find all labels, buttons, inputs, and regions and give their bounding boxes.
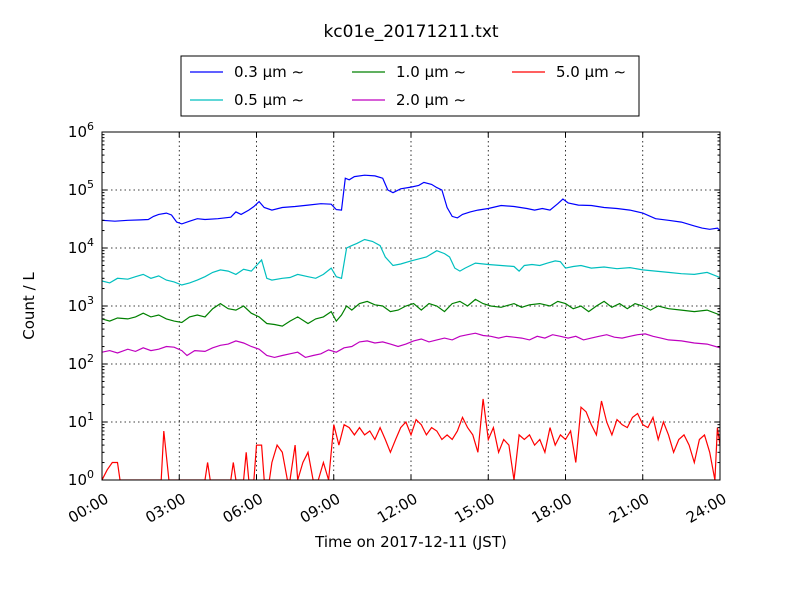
x-axis-label: Time on 2017-12-11 (JST) [314, 533, 507, 551]
x-tick-label: 12:00 [374, 490, 420, 527]
y-tick-label: 102 [68, 352, 94, 373]
y-tick-label: 100 [68, 468, 94, 489]
y-axis-label: Count / L [20, 272, 38, 340]
legend-frame [180, 55, 640, 117]
y-axis-tick-labels: 100 101 102 103 104 105 106 [68, 120, 94, 489]
x-tick-label: 24:00 [683, 490, 729, 527]
x-axis-tick-labels: 00:00 03:00 06:00 09:00 12:00 15:00 18:00 21:00… [65, 490, 729, 527]
y-tick-label: 101 [68, 410, 94, 431]
y-tick-label: 104 [68, 236, 94, 257]
legend: 0.3 μm ∼ 0.5 μm ∼ 1.0 μm ∼ 2.0 μm ∼ 5.0 μm ∼ [180, 55, 640, 117]
y-tick-label: 105 [68, 178, 94, 199]
x-tick-label: 15:00 [451, 490, 497, 527]
legend-label-2: 1.0 μm ∼ [396, 63, 466, 81]
chart-title: kc01e_20171211.txt [323, 22, 498, 42]
series-line-2 [102, 298, 720, 327]
axis-ticks [101, 131, 721, 481]
y-tick-label: 106 [68, 120, 94, 141]
y-tick-label: 103 [68, 294, 94, 315]
x-tick-label: 06:00 [220, 490, 266, 527]
x-tick-label: 21:00 [606, 490, 652, 527]
legend-label-0: 0.3 μm ∼ [234, 63, 304, 81]
series-line-1 [102, 238, 720, 286]
legend-label-1: 0.5 μm ∼ [234, 91, 304, 109]
legend-label-4: 5.0 μm ∼ [556, 63, 626, 81]
x-tick-label: 03:00 [142, 490, 188, 527]
x-tick-label: 00:00 [65, 490, 111, 527]
x-tick-label: 18:00 [529, 490, 575, 527]
x-tick-label: 09:00 [297, 490, 343, 527]
series-line-3 [102, 332, 720, 359]
series-layer [102, 174, 720, 480]
series-line-4 [102, 398, 720, 480]
legend-label-3: 2.0 μm ∼ [396, 91, 466, 109]
series-line-0 [102, 174, 720, 231]
